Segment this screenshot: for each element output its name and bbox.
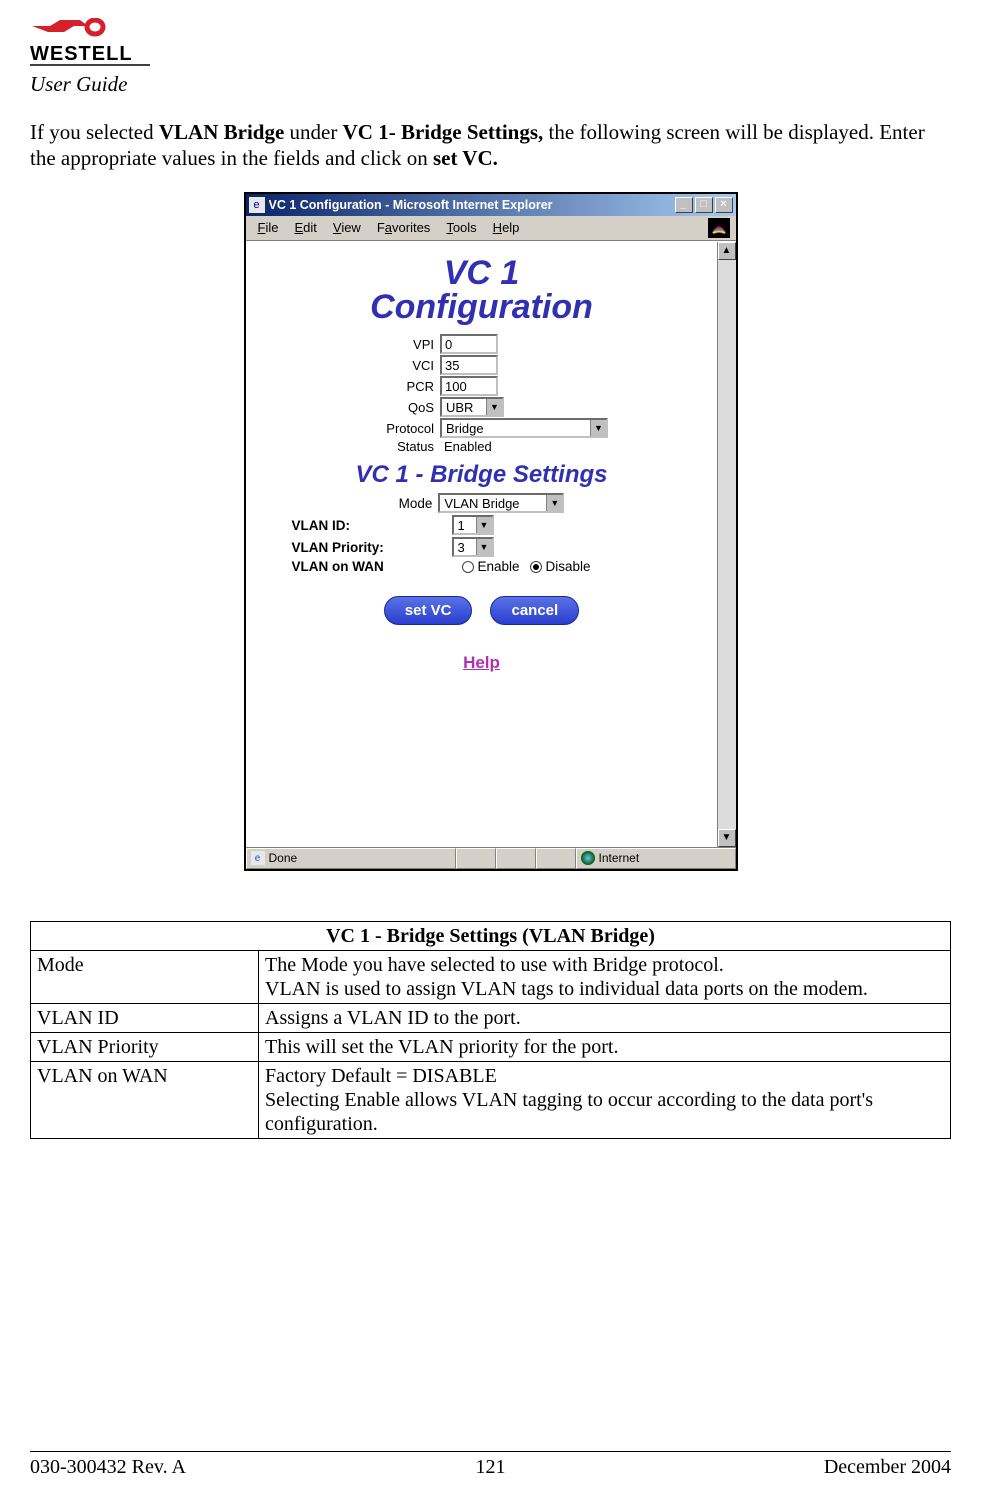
menu-file[interactable]: File bbox=[252, 218, 289, 237]
vlan-id-label: VLAN ID: bbox=[292, 518, 452, 533]
vlan-priority-label: VLAN Priority: bbox=[292, 540, 452, 555]
vci-input[interactable]: 35 bbox=[440, 355, 498, 375]
protocol-select[interactable]: Bridge ▼ bbox=[440, 418, 608, 438]
vlan-on-wan-label: VLAN on WAN bbox=[292, 559, 452, 574]
window-titlebar: e VC 1 Configuration - Microsoft Interne… bbox=[246, 194, 736, 216]
intro-text: under bbox=[284, 120, 342, 144]
table-cell-value: This will set the VLAN priority for the … bbox=[259, 1032, 951, 1061]
vertical-scrollbar[interactable]: ▲ ▼ bbox=[717, 242, 736, 847]
intro-bold-set-vc: set VC. bbox=[433, 146, 498, 170]
ie-page-icon: e bbox=[249, 197, 265, 213]
menu-favorites[interactable]: Favorites bbox=[371, 218, 440, 237]
table-cell-value: The Mode you have selected to use with B… bbox=[259, 950, 951, 1003]
heading-configuration: Configuration bbox=[255, 290, 709, 326]
table-cell-key: VLAN on WAN bbox=[31, 1061, 259, 1138]
window-title: VC 1 Configuration - Microsoft Internet … bbox=[269, 198, 675, 212]
settings-table: VC 1 - Bridge Settings (VLAN Bridge) Mod… bbox=[30, 921, 951, 1139]
menu-help[interactable]: Help bbox=[487, 218, 530, 237]
chevron-down-icon: ▼ bbox=[476, 539, 492, 555]
table-title: VC 1 - Bridge Settings (VLAN Bridge) bbox=[31, 921, 951, 950]
chevron-down-icon: ▼ bbox=[476, 517, 492, 533]
window-close-button[interactable]: × bbox=[715, 197, 733, 213]
intro-bold-vc1-bridge: VC 1- Bridge Settings, bbox=[343, 120, 544, 144]
enable-label: Enable bbox=[478, 559, 520, 574]
mode-value: VLAN Bridge bbox=[440, 496, 546, 511]
vlan-wan-disable-radio[interactable] bbox=[530, 561, 542, 573]
footer-date: December 2004 bbox=[644, 1456, 951, 1479]
footer-doc-rev: 030-300432 Rev. A bbox=[30, 1456, 337, 1479]
menu-bar: File Edit View Favorites Tools Help bbox=[246, 216, 736, 241]
heading-bridge-settings: VC 1 - Bridge Settings bbox=[255, 461, 709, 489]
logo-text: WESTELL bbox=[30, 43, 133, 65]
chevron-down-icon: ▼ bbox=[486, 399, 502, 415]
ie-window: e VC 1 Configuration - Microsoft Interne… bbox=[244, 192, 738, 871]
window-maximize-button[interactable]: □ bbox=[695, 197, 713, 213]
qos-label: QoS bbox=[355, 400, 440, 415]
cancel-button[interactable]: cancel bbox=[490, 596, 579, 625]
table-row: VLAN IDAssigns a VLAN ID to the port. bbox=[31, 1003, 951, 1032]
vlan-id-select[interactable]: 1 ▼ bbox=[452, 515, 494, 535]
help-link[interactable]: Help bbox=[255, 653, 709, 673]
vci-label: VCI bbox=[355, 358, 440, 373]
status-label: Status bbox=[355, 439, 440, 454]
table-cell-key: VLAN Priority bbox=[31, 1032, 259, 1061]
scroll-down-button[interactable]: ▼ bbox=[718, 829, 736, 847]
protocol-label: Protocol bbox=[355, 421, 440, 436]
pcr-input[interactable]: 100 bbox=[440, 376, 498, 396]
user-guide-label: User Guide bbox=[30, 72, 951, 97]
mode-select[interactable]: VLAN Bridge ▼ bbox=[438, 493, 564, 513]
set-vc-button[interactable]: set VC bbox=[384, 596, 473, 625]
table-cell-key: VLAN ID bbox=[31, 1003, 259, 1032]
ie-throbber-icon bbox=[708, 218, 730, 238]
intro-bold-vlan-bridge: VLAN Bridge bbox=[159, 120, 284, 144]
vpi-input[interactable]: 0 bbox=[440, 334, 498, 354]
table-row: ModeThe Mode you have selected to use wi… bbox=[31, 950, 951, 1003]
disable-label: Disable bbox=[546, 559, 591, 574]
pcr-label: PCR bbox=[355, 379, 440, 394]
table-cell-value: Factory Default = DISABLESelecting Enabl… bbox=[259, 1061, 951, 1138]
vlan-wan-enable-radio[interactable] bbox=[462, 561, 474, 573]
menu-tools[interactable]: Tools bbox=[440, 218, 486, 237]
status-zone-text: Internet bbox=[599, 851, 640, 865]
status-bar: e Done Internet bbox=[246, 847, 736, 869]
vlan-priority-select[interactable]: 3 ▼ bbox=[452, 537, 494, 557]
window-minimize-button[interactable]: _ bbox=[675, 197, 693, 213]
table-cell-key: Mode bbox=[31, 950, 259, 1003]
footer-page-number: 121 bbox=[337, 1456, 644, 1479]
vlan-id-value: 1 bbox=[454, 518, 476, 533]
done-icon: e bbox=[251, 851, 265, 865]
intro-paragraph: If you selected VLAN Bridge under VC 1- … bbox=[30, 119, 951, 172]
table-cell-value: Assigns a VLAN ID to the port. bbox=[259, 1003, 951, 1032]
table-row: VLAN PriorityThis will set the VLAN prio… bbox=[31, 1032, 951, 1061]
vlan-priority-value: 3 bbox=[454, 540, 476, 555]
menu-view[interactable]: View bbox=[327, 218, 371, 237]
westell-logo: WESTELL bbox=[30, 18, 951, 68]
table-row: VLAN on WANFactory Default = DISABLESele… bbox=[31, 1061, 951, 1138]
internet-zone-icon bbox=[581, 851, 595, 865]
scroll-up-button[interactable]: ▲ bbox=[718, 242, 736, 260]
menu-edit[interactable]: Edit bbox=[288, 218, 326, 237]
page-footer: 030-300432 Rev. A 121 December 2004 bbox=[30, 1451, 951, 1479]
chevron-down-icon: ▼ bbox=[546, 495, 562, 511]
status-done-text: Done bbox=[269, 851, 298, 865]
protocol-value: Bridge bbox=[442, 421, 590, 436]
heading-vc1: VC 1 bbox=[255, 256, 709, 290]
qos-select[interactable]: UBR ▼ bbox=[440, 397, 504, 417]
status-value: Enabled bbox=[440, 439, 492, 454]
qos-value: UBR bbox=[442, 400, 486, 415]
vpi-label: VPI bbox=[355, 337, 440, 352]
intro-text: If you selected bbox=[30, 120, 159, 144]
chevron-down-icon: ▼ bbox=[590, 420, 606, 436]
mode-label: Mode bbox=[399, 496, 433, 511]
